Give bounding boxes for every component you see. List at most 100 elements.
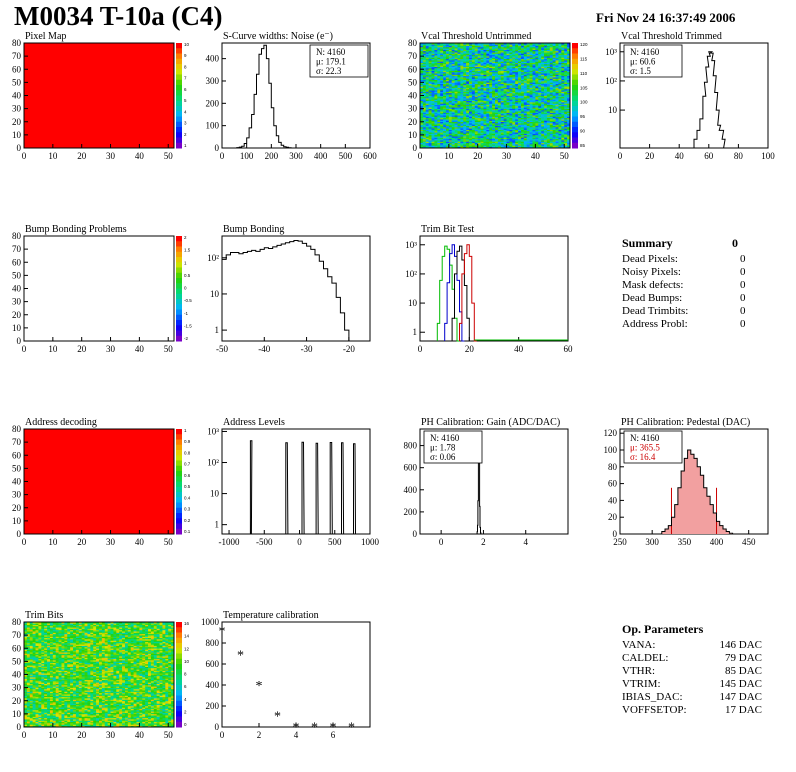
heatmap-cell — [503, 87, 507, 90]
heatmap-cell — [483, 75, 487, 78]
heatmap-cell — [564, 146, 568, 149]
heatmap-cell — [515, 91, 519, 94]
heatmap-cell — [474, 74, 478, 77]
heatmap-cell — [26, 678, 31, 681]
heatmap-cell — [431, 144, 435, 146]
heatmap-cell — [558, 57, 562, 60]
heatmap-cell — [526, 64, 530, 66]
heatmap-cell — [480, 120, 484, 123]
heatmap-cell — [434, 133, 438, 136]
heatmap-cell — [437, 129, 441, 132]
heatmap-cell — [420, 136, 424, 138]
heatmap-cell — [460, 82, 464, 84]
heatmap-cell — [474, 145, 478, 147]
heatmap-cell — [503, 91, 507, 94]
heatmap-cell — [509, 99, 513, 102]
heatmap-cell — [497, 44, 502, 46]
heatmap-cell — [35, 675, 39, 678]
heatmap-cell — [425, 111, 429, 113]
heatmap-cell — [437, 141, 441, 144]
heatmap-cell — [492, 106, 496, 108]
heatmap-cell — [518, 64, 522, 66]
palette-label: 4 — [184, 697, 187, 702]
heatmap-cell — [561, 56, 565, 58]
heatmap-cell — [515, 124, 519, 126]
heatmap-cell — [532, 74, 536, 77]
heatmap-cell — [443, 112, 447, 115]
heatmap-cell — [497, 81, 502, 83]
palette-label: 0.5 — [184, 273, 191, 278]
heatmap-cell — [457, 145, 461, 147]
heatmap-cell — [489, 102, 493, 104]
heatmap-cell — [483, 146, 487, 149]
heatmap-cell — [535, 119, 539, 121]
heatmap-cell — [567, 115, 571, 117]
heatmap-cell — [486, 129, 490, 132]
heatmap-cell — [474, 96, 478, 99]
heatmap-cell — [425, 82, 429, 84]
heatmap-cell — [35, 677, 39, 679]
heatmap-cell — [35, 692, 39, 695]
heatmap-cell — [535, 112, 539, 115]
heatmap-cell — [434, 140, 438, 142]
heatmap-cell — [443, 66, 447, 69]
heatmap-cell — [549, 125, 553, 128]
heatmap-cell — [474, 98, 478, 100]
heatmap-cell — [434, 113, 438, 116]
heatmap-cell — [448, 103, 453, 105]
y-tick-label: 120 — [604, 428, 618, 438]
heatmap-cell — [477, 96, 481, 99]
heatmap-cell — [457, 46, 461, 49]
heatmap-cell — [544, 107, 548, 109]
heatmap-cell — [500, 75, 504, 78]
heatmap-cell — [454, 142, 458, 145]
heatmap-cell — [420, 75, 424, 78]
heatmap-cell — [463, 140, 467, 142]
heatmap-cell — [552, 77, 556, 79]
heatmap-cell — [518, 106, 522, 108]
heatmap-cell — [463, 49, 467, 52]
heatmap-cell — [500, 99, 504, 102]
heatmap-cell — [558, 53, 562, 56]
heatmap-cell — [549, 138, 553, 141]
heatmap-cell — [437, 113, 441, 116]
heatmap-cell — [420, 54, 424, 57]
heatmap-cell — [29, 713, 33, 716]
heatmap-cell — [546, 64, 551, 66]
heatmap-cell — [457, 119, 461, 121]
heatmap-cell — [466, 96, 470, 99]
heatmap-cell — [24, 715, 28, 717]
heatmap-cell — [529, 74, 533, 77]
heatmap-cell — [489, 87, 493, 90]
heatmap-cell — [32, 703, 36, 705]
heatmap-cell — [26, 623, 31, 625]
heatmap-cell — [497, 50, 502, 53]
heatmap-cell — [549, 100, 553, 103]
heatmap-cell — [477, 117, 481, 120]
heatmap-cell — [529, 111, 533, 113]
heatmap-cell — [541, 69, 545, 71]
heatmap-cell — [518, 125, 522, 128]
heatmap-cell — [471, 136, 476, 138]
heatmap-cell — [420, 124, 424, 126]
heatmap-cell — [567, 60, 571, 62]
heatmap-cell — [483, 82, 487, 84]
heatmap-cell — [495, 56, 499, 58]
heatmap-cell — [538, 123, 542, 125]
heatmap-cell — [434, 120, 438, 123]
heatmap-cell — [515, 98, 519, 100]
heatmap-cell — [492, 87, 496, 90]
heatmap-cell — [549, 136, 553, 138]
heatmap-cell — [434, 75, 438, 78]
heatmap-cell — [509, 100, 513, 103]
heatmap-cell — [440, 54, 444, 57]
heatmap-cell — [538, 128, 542, 130]
heatmap-cell — [564, 46, 568, 49]
heatmap-cell — [532, 66, 536, 69]
heatmap-cell — [495, 123, 499, 125]
heatmap-cell — [443, 43, 447, 45]
heatmap-cell — [428, 103, 432, 105]
heatmap-cell — [443, 64, 447, 66]
heatmap-cell — [526, 82, 530, 84]
heatmap-cell — [512, 125, 516, 128]
